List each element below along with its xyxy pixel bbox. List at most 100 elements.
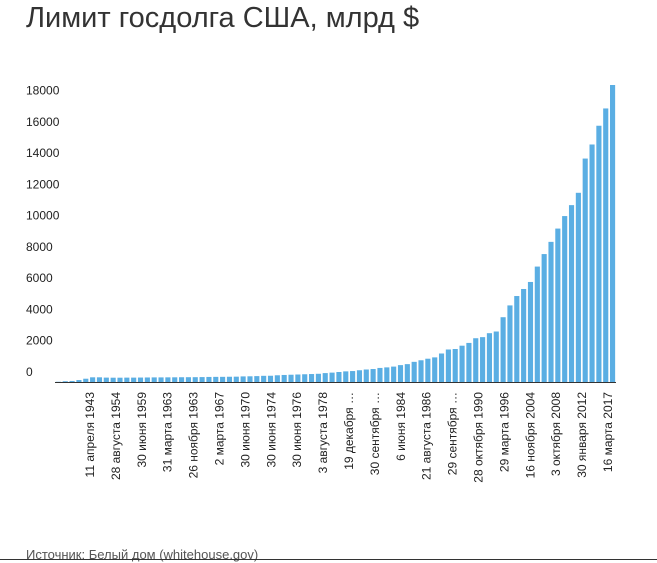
bar	[514, 296, 520, 382]
bar	[452, 349, 458, 382]
bar	[329, 372, 335, 382]
bar	[213, 376, 219, 382]
y-tick-label: 16000	[26, 115, 60, 129]
bar	[473, 338, 479, 382]
x-tick-label: 21 августа 1986	[420, 392, 434, 480]
bar	[466, 342, 472, 382]
bars	[55, 85, 616, 383]
bar	[240, 376, 246, 382]
bar	[555, 228, 561, 382]
x-tick-label: 3 августа 1978	[316, 392, 330, 474]
bar	[90, 377, 96, 382]
bar	[144, 377, 150, 382]
bar	[596, 125, 602, 383]
x-tick-label: 30 июня 1976	[290, 392, 304, 468]
x-tick-label: 30 сентября …	[368, 392, 382, 475]
bar	[507, 305, 513, 382]
bar	[562, 216, 568, 382]
bar	[76, 380, 82, 382]
bar	[254, 376, 260, 382]
bar	[295, 374, 301, 382]
y-tick-label: 10000	[26, 209, 60, 223]
bar	[69, 380, 75, 382]
bar	[124, 377, 130, 382]
x-tick-label: 16 марта 2017	[601, 392, 615, 472]
y-tick-label: 14000	[26, 146, 60, 160]
bar	[500, 317, 506, 382]
bar	[110, 377, 116, 382]
bar	[350, 371, 356, 382]
bar	[418, 360, 424, 382]
bar	[391, 366, 397, 382]
y-tick-label: 12000	[26, 177, 60, 191]
y-tick-label: 0	[26, 365, 33, 379]
bar	[459, 345, 465, 382]
x-tick-label: 31 марта 1963	[161, 392, 175, 472]
bar	[274, 375, 280, 382]
bar	[493, 331, 499, 382]
bar	[445, 349, 451, 382]
bar	[267, 375, 274, 382]
bar	[370, 369, 376, 382]
x-tick-label: 2 марта 1967	[213, 392, 227, 466]
bar	[185, 377, 191, 382]
bar	[589, 144, 595, 382]
bar	[343, 371, 349, 382]
bar	[226, 376, 233, 382]
bar	[377, 367, 383, 382]
bar	[582, 158, 588, 382]
bar	[521, 288, 527, 382]
bar	[315, 373, 321, 382]
bar	[233, 376, 239, 382]
bar	[480, 337, 486, 382]
x-tick-label: 26 ноября 1963	[187, 392, 201, 479]
bar	[192, 377, 198, 382]
bar	[425, 358, 431, 382]
x-tick-label: 29 сентября …	[446, 392, 460, 475]
x-tick-label: 11 апреля 1943	[83, 392, 97, 478]
bar	[411, 361, 417, 382]
bar	[541, 254, 547, 382]
bar	[486, 333, 492, 382]
bar	[96, 377, 103, 382]
source-note: Источник: Белый дом (whitehouse.gov)	[26, 547, 259, 562]
bar	[281, 374, 287, 382]
x-tick-label: 6 июня 1984	[394, 392, 408, 461]
bar	[151, 377, 157, 382]
bar	[432, 357, 438, 382]
x-tick-label: 28 августа 1954	[109, 392, 123, 480]
bar	[62, 381, 68, 382]
x-axis-ticks: 11 апреля 1943 28 августа 1954 30 июня 195…	[83, 392, 615, 483]
bar	[527, 281, 534, 382]
x-tick-label: 28 октября 1990	[472, 392, 486, 483]
bar	[220, 376, 226, 382]
bar	[302, 374, 308, 382]
y-tick-label: 18000	[26, 84, 60, 98]
bar	[131, 377, 137, 382]
y-tick-label: 6000	[26, 271, 53, 285]
bar	[548, 241, 554, 382]
bar	[83, 378, 89, 382]
bar	[534, 266, 540, 382]
x-tick-label: 29 марта 1996	[497, 392, 511, 472]
bar	[404, 364, 410, 382]
x-tick-label: 30 июня 1974	[264, 392, 278, 468]
bar-chart: 0 2000 4000 6000 8000 10000 12000 14000 16000 180…	[26, 84, 616, 483]
bar	[575, 192, 581, 382]
y-tick-label: 8000	[26, 240, 53, 254]
x-tick-label: 19 декабря …	[342, 392, 356, 470]
x-tick-label: 3 октября 2008	[549, 392, 563, 476]
x-tick-label: 30 июня 1959	[135, 392, 149, 468]
bottom-divider	[0, 559, 657, 560]
bar	[438, 353, 445, 382]
bar	[137, 377, 144, 382]
bar	[247, 376, 253, 382]
bar	[199, 377, 205, 382]
y-tick-label: 4000	[26, 303, 53, 317]
bar	[308, 374, 315, 382]
bar	[336, 372, 342, 382]
bar	[363, 369, 369, 382]
bar	[179, 377, 185, 382]
x-tick-label: 30 января 2012	[575, 392, 589, 478]
bar	[322, 373, 328, 382]
